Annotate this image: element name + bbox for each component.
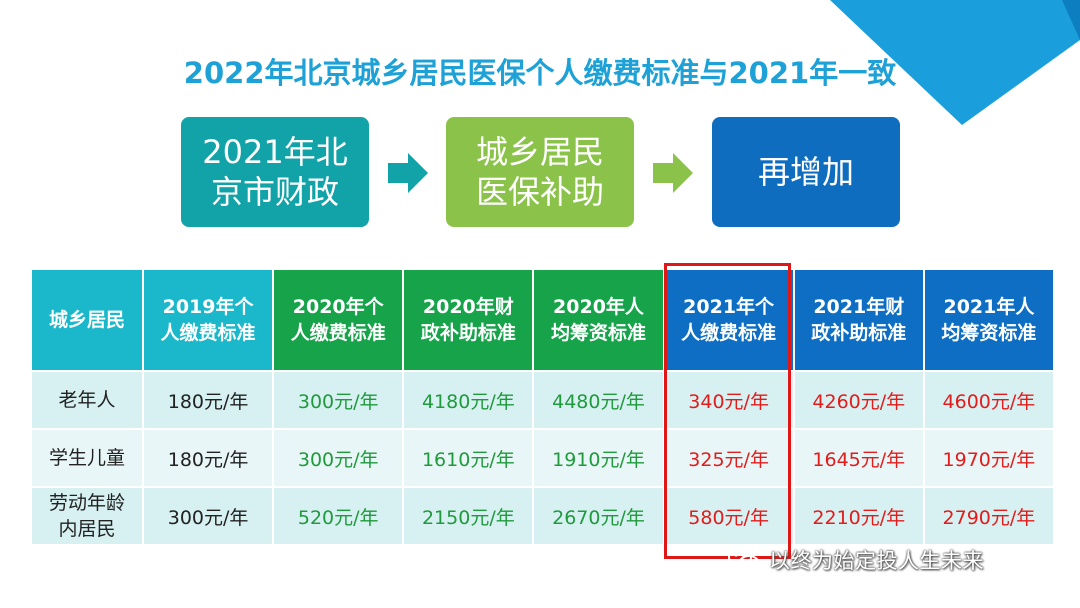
row-category: 劳动年龄内居民 [32, 488, 142, 544]
flow-box-label: 2021年北 京市财政 [202, 133, 348, 211]
column-header-label: 2020年人均筹资标准 [550, 296, 646, 344]
table-cell: 4480元/年 [534, 372, 663, 428]
table-cell: 300元/年 [274, 372, 403, 428]
flow-box-label: 城乡居民 医保补助 [475, 133, 604, 211]
table-cell: 520元/年 [274, 488, 403, 544]
column-header-label: 2021年个人缴费标准 [681, 296, 777, 344]
table-cell: 4600元/年 [924, 372, 1053, 428]
table-cell: 340元/年 [664, 372, 793, 428]
wechat-icon [728, 547, 760, 573]
table-cell: 1645元/年 [794, 430, 923, 486]
column-header: 2020年财政补助标准 [404, 270, 533, 370]
column-header: 城乡居民 [32, 270, 142, 370]
column-header-label: 2021年人均筹资标准 [941, 296, 1037, 344]
table-cell: 300元/年 [144, 488, 273, 544]
watermark: 以终为始定投人生未来 [727, 542, 984, 578]
table-cell: 580元/年 [664, 488, 793, 544]
column-header-label: 2020年财政补助标准 [420, 296, 516, 344]
column-header: 2019年个人缴费标准 [144, 270, 273, 370]
table-cell: 300元/年 [274, 430, 403, 486]
table-cell: 1610元/年 [404, 430, 533, 486]
table-header-row: 城乡居民 2019年个人缴费标准 2020年个人缴费标准 2020年财政补助标准… [32, 270, 1053, 370]
table-cell: 180元/年 [144, 372, 273, 428]
watermark-text: 以终为始定投人生未来 [769, 549, 984, 573]
column-header: 2020年人均筹资标准 [534, 270, 663, 370]
table-row: 学生儿童 180元/年 300元/年 1610元/年 1910元/年 325元/… [32, 430, 1053, 486]
column-header: 2021年个人缴费标准 [664, 270, 793, 370]
contribution-table: 城乡居民 2019年个人缴费标准 2020年个人缴费标准 2020年财政补助标准… [30, 268, 1055, 546]
right-arrow-icon [653, 153, 693, 193]
table-cell: 2150元/年 [404, 488, 533, 544]
flow-box-label: 再增加 [757, 153, 854, 191]
table-cell: 180元/年 [144, 430, 273, 486]
column-header-label: 2019年个人缴费标准 [160, 296, 256, 344]
table-cell: 4260元/年 [794, 372, 923, 428]
table-cell: 1970元/年 [924, 430, 1053, 486]
corner-decoration [830, 0, 1080, 125]
table-row: 老年人 180元/年 300元/年 4180元/年 4480元/年 340元/年… [32, 372, 1053, 428]
column-header: 2021年财政补助标准 [794, 270, 923, 370]
table-row: 劳动年龄内居民 300元/年 520元/年 2150元/年 2670元/年 58… [32, 488, 1053, 544]
column-header: 2021年人均筹资标准 [924, 270, 1053, 370]
page-title: 2022年北京城乡居民医保个人缴费标准与2021年一致 [183, 56, 897, 90]
right-arrow-icon [388, 153, 428, 193]
table-cell: 1910元/年 [534, 430, 663, 486]
table-cell: 2210元/年 [794, 488, 923, 544]
table-cell: 4180元/年 [404, 372, 533, 428]
row-category: 老年人 [32, 372, 142, 428]
column-header: 2020年个人缴费标准 [274, 270, 403, 370]
table-cell: 2790元/年 [924, 488, 1053, 544]
flow-box-subsidy: 城乡居民 医保补助 [446, 117, 634, 227]
column-header-label: 2020年个人缴费标准 [290, 296, 386, 344]
table-cell: 2670元/年 [534, 488, 663, 544]
flow-box-increase: 再增加 [712, 117, 900, 227]
row-category-label: 劳动年龄内居民 [48, 492, 125, 540]
flow-box-finance: 2021年北 京市财政 [181, 117, 369, 227]
row-category: 学生儿童 [32, 430, 142, 486]
table-cell: 325元/年 [664, 430, 793, 486]
column-header-label: 2021年财政补助标准 [811, 296, 907, 344]
